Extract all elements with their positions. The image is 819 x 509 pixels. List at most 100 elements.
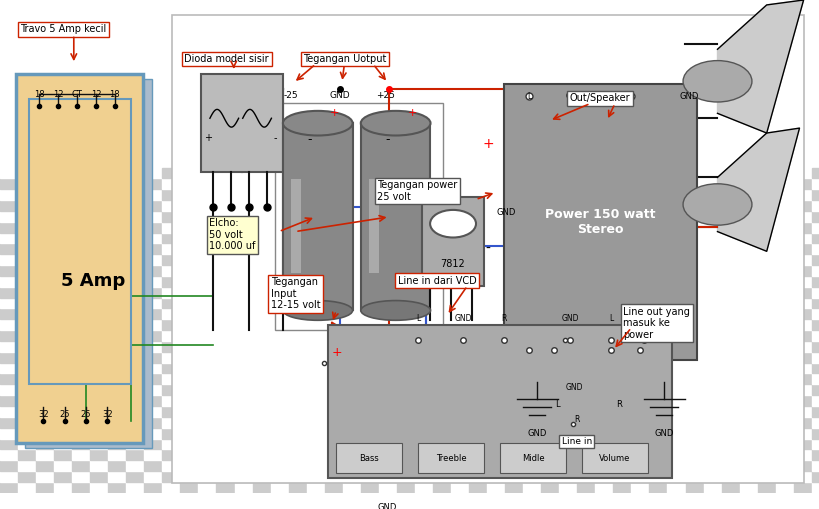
Bar bbox=[108, 406, 126, 417]
Bar bbox=[613, 254, 631, 265]
Bar bbox=[486, 395, 505, 406]
Bar bbox=[126, 243, 144, 254]
Bar bbox=[180, 428, 198, 439]
Bar bbox=[486, 265, 505, 276]
Bar bbox=[144, 460, 162, 471]
Bar bbox=[757, 222, 775, 233]
Bar bbox=[757, 395, 775, 406]
Bar bbox=[667, 319, 685, 330]
Bar bbox=[36, 384, 54, 395]
Bar bbox=[144, 200, 162, 211]
Bar bbox=[198, 439, 216, 449]
Bar bbox=[234, 265, 252, 276]
Bar bbox=[72, 200, 90, 211]
Bar bbox=[811, 254, 819, 265]
Bar bbox=[486, 406, 505, 417]
Bar bbox=[180, 200, 198, 211]
Bar bbox=[432, 482, 450, 493]
Bar bbox=[270, 167, 288, 178]
Bar bbox=[54, 330, 72, 341]
Bar bbox=[649, 189, 667, 200]
Bar bbox=[198, 308, 216, 319]
Bar bbox=[649, 243, 667, 254]
Text: +25: +25 bbox=[375, 91, 395, 100]
Bar bbox=[486, 428, 505, 439]
Bar bbox=[450, 178, 468, 189]
Bar bbox=[90, 178, 108, 189]
Bar bbox=[450, 167, 468, 178]
Bar bbox=[775, 449, 793, 460]
Bar bbox=[541, 319, 559, 330]
Bar bbox=[18, 178, 36, 189]
Bar bbox=[486, 471, 505, 482]
Bar bbox=[252, 319, 270, 330]
Bar bbox=[703, 243, 721, 254]
Bar bbox=[360, 384, 378, 395]
Bar bbox=[685, 449, 703, 460]
Bar bbox=[216, 298, 234, 308]
Bar bbox=[595, 233, 613, 243]
Bar bbox=[793, 384, 811, 395]
Bar bbox=[36, 178, 54, 189]
Bar bbox=[685, 243, 703, 254]
Bar bbox=[378, 417, 396, 428]
Bar bbox=[18, 254, 36, 265]
Bar bbox=[396, 439, 414, 449]
Bar bbox=[739, 178, 757, 189]
Bar bbox=[811, 178, 819, 189]
Bar bbox=[342, 167, 360, 178]
Text: Tegangan
Input
12-15 volt: Tegangan Input 12-15 volt bbox=[270, 277, 320, 310]
Bar bbox=[72, 482, 90, 493]
Bar bbox=[252, 428, 270, 439]
Bar bbox=[775, 298, 793, 308]
Bar bbox=[559, 439, 577, 449]
Bar bbox=[54, 319, 72, 330]
Bar bbox=[649, 374, 667, 384]
Bar bbox=[541, 243, 559, 254]
Bar bbox=[288, 276, 306, 287]
Bar bbox=[631, 352, 649, 362]
Bar bbox=[703, 417, 721, 428]
Bar bbox=[216, 200, 234, 211]
Bar bbox=[649, 211, 667, 222]
Bar bbox=[505, 362, 523, 374]
Bar bbox=[90, 471, 108, 482]
Bar bbox=[342, 449, 360, 460]
Bar bbox=[72, 178, 90, 189]
Bar bbox=[559, 362, 577, 374]
Bar bbox=[721, 178, 739, 189]
Bar bbox=[270, 287, 288, 298]
Bar bbox=[595, 265, 613, 276]
Bar bbox=[811, 265, 819, 276]
Bar bbox=[414, 330, 432, 341]
Bar bbox=[162, 428, 180, 439]
Bar bbox=[757, 167, 775, 178]
Bar bbox=[342, 482, 360, 493]
Bar bbox=[198, 384, 216, 395]
Bar bbox=[0, 265, 18, 276]
Bar bbox=[270, 308, 288, 319]
Bar bbox=[198, 395, 216, 406]
Bar bbox=[72, 384, 90, 395]
Bar bbox=[432, 222, 450, 233]
Ellipse shape bbox=[360, 111, 430, 135]
Text: Line in dari VCD: Line in dari VCD bbox=[397, 276, 476, 286]
Bar bbox=[270, 189, 288, 200]
FancyBboxPatch shape bbox=[29, 99, 131, 384]
Bar bbox=[234, 449, 252, 460]
Bar bbox=[450, 287, 468, 298]
Bar bbox=[432, 167, 450, 178]
Bar bbox=[559, 265, 577, 276]
Bar bbox=[36, 395, 54, 406]
FancyBboxPatch shape bbox=[283, 123, 352, 310]
Bar bbox=[216, 362, 234, 374]
Bar bbox=[270, 362, 288, 374]
Text: 32: 32 bbox=[38, 410, 48, 419]
Bar bbox=[667, 211, 685, 222]
Bar bbox=[306, 352, 324, 362]
Bar bbox=[595, 352, 613, 362]
Bar bbox=[631, 298, 649, 308]
Bar bbox=[216, 384, 234, 395]
Bar bbox=[234, 471, 252, 482]
Bar bbox=[414, 428, 432, 439]
